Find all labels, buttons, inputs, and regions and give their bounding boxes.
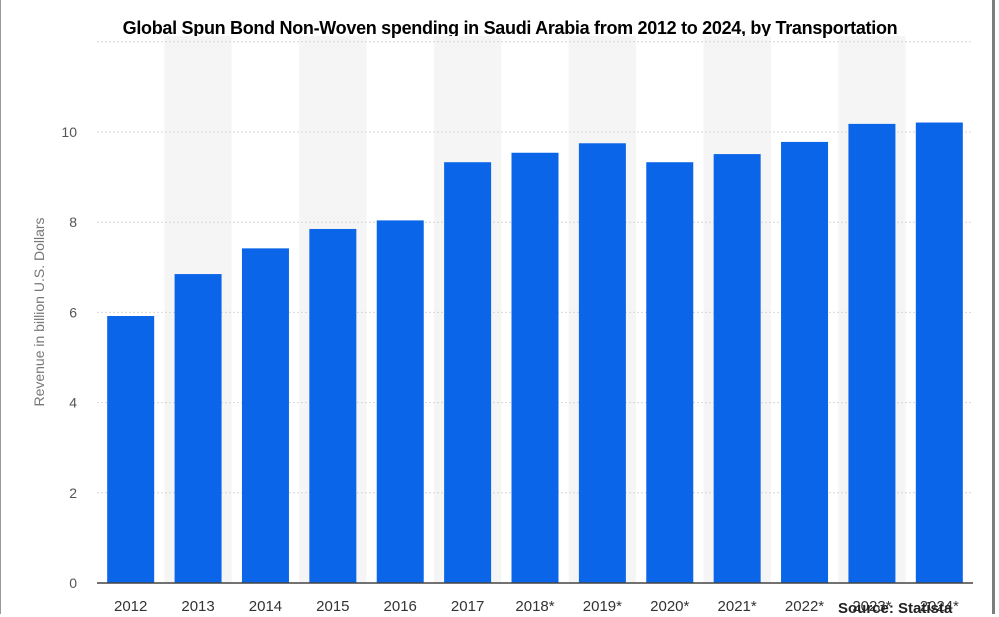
bar[interactable] xyxy=(848,123,896,583)
x-tick-label: 2012 xyxy=(114,598,147,614)
y-axis-label: Revenue in billion U.S. Dollars xyxy=(31,217,47,406)
bars xyxy=(107,122,963,584)
x-axis-ticks: 2012 2013 2014 2015 2016 2017 2018* 2019* 2020* 2… xyxy=(114,598,959,614)
bar[interactable] xyxy=(376,220,424,583)
bar[interactable] xyxy=(646,162,694,584)
y-tick-label: 2 xyxy=(69,485,77,501)
bar[interactable] xyxy=(511,152,559,583)
x-tick-label: 2015 xyxy=(316,598,349,614)
bar[interactable] xyxy=(309,228,357,583)
bar[interactable] xyxy=(915,122,963,584)
x-tick-label: 2016 xyxy=(384,598,417,614)
source-credit: Source: Statista xyxy=(838,600,953,617)
x-tick-label: 2019* xyxy=(583,598,622,614)
bar[interactable] xyxy=(781,141,829,583)
bar[interactable] xyxy=(444,162,492,584)
bar[interactable] xyxy=(578,143,626,583)
x-tick-label: 2014 xyxy=(249,598,282,614)
y-tick-label: 0 xyxy=(69,575,77,591)
bar[interactable] xyxy=(241,248,289,583)
bar[interactable] xyxy=(713,154,761,583)
x-tick-label: 2017 xyxy=(451,598,484,614)
x-tick-label: 2024* xyxy=(920,598,959,614)
bar[interactable] xyxy=(174,274,222,583)
x-tick-label: 2023* xyxy=(852,598,891,614)
x-tick-label: 2013 xyxy=(181,598,214,614)
y-tick-label: 4 xyxy=(69,395,77,411)
x-tick-label: 2018* xyxy=(515,598,554,614)
x-tick-label: 2020* xyxy=(650,598,689,614)
bar[interactable] xyxy=(107,316,155,583)
x-tick-label: 2022* xyxy=(785,598,824,614)
y-tick-label: 8 xyxy=(69,214,77,230)
x-tick-label: 2021* xyxy=(718,598,757,614)
y-axis-ticks: 0 2 4 6 8 10 xyxy=(61,124,77,591)
y-tick-label: 10 xyxy=(61,124,77,140)
y-tick-label: 6 xyxy=(69,304,77,320)
chart-title: Global Spun Bond Non-Woven spending in S… xyxy=(122,18,898,38)
